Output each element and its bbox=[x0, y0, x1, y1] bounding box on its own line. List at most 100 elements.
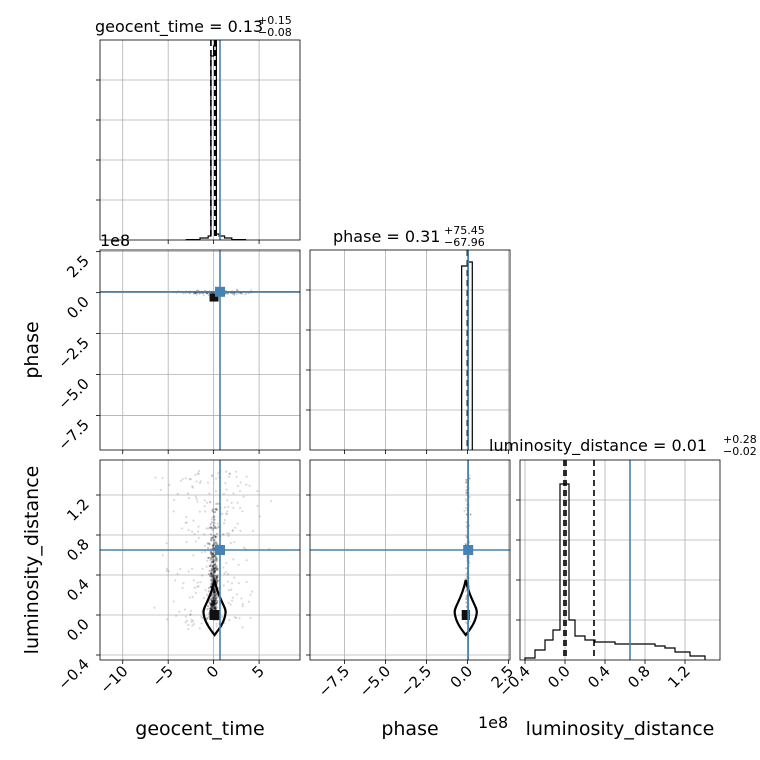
scatter-point bbox=[209, 575, 212, 578]
scatter-point bbox=[465, 577, 468, 580]
scatter-point bbox=[213, 542, 216, 545]
scatter-point bbox=[211, 509, 214, 512]
scatter-point bbox=[226, 292, 229, 295]
scatter-point bbox=[217, 579, 220, 582]
scatter-point bbox=[210, 608, 213, 611]
scatter-point bbox=[215, 567, 218, 570]
scatter-point bbox=[176, 572, 179, 575]
scatter-point bbox=[465, 556, 468, 559]
scatter-point bbox=[212, 574, 215, 577]
scatter-point bbox=[215, 601, 219, 604]
scatter-point bbox=[173, 579, 177, 582]
scatter-point bbox=[186, 492, 190, 495]
scatter-point bbox=[237, 563, 240, 566]
scatter-point bbox=[215, 601, 218, 604]
scatter-point bbox=[214, 555, 217, 558]
panel-frame bbox=[309, 459, 511, 661]
scatter-point bbox=[190, 618, 193, 621]
scatter-point bbox=[208, 600, 211, 604]
scatter-point bbox=[215, 580, 218, 583]
scatter-point bbox=[228, 472, 231, 475]
scatter-point bbox=[207, 294, 210, 297]
scatter-point bbox=[230, 599, 234, 602]
scatter-point bbox=[230, 501, 233, 504]
scatter-point bbox=[214, 594, 217, 597]
scatter-point bbox=[211, 605, 214, 608]
scatter-point bbox=[211, 516, 214, 519]
scatter-point bbox=[469, 513, 472, 516]
scatter-point bbox=[194, 473, 197, 477]
scatter-point bbox=[208, 607, 211, 610]
scatter-point bbox=[239, 506, 242, 510]
scatter-point bbox=[210, 602, 213, 606]
xlabel-phase: phase bbox=[381, 718, 438, 740]
scatter-point bbox=[214, 575, 217, 578]
scatter-point bbox=[215, 566, 218, 569]
scatter-point bbox=[172, 600, 175, 603]
y-tick-label-phase: −5.0 bbox=[54, 375, 92, 413]
scatter-point bbox=[212, 567, 215, 571]
title-geocent-time-sup: +0.15 bbox=[258, 14, 292, 27]
scatter-point bbox=[228, 619, 231, 622]
scatter-point bbox=[213, 600, 216, 604]
scatter-point bbox=[214, 602, 217, 605]
scatter-point bbox=[212, 601, 216, 604]
scatter-point bbox=[226, 499, 229, 502]
scatter-point bbox=[464, 481, 467, 484]
scatter-point bbox=[211, 597, 214, 600]
scatter-point bbox=[210, 561, 213, 564]
scatter-point bbox=[242, 546, 246, 549]
scatter-point bbox=[210, 527, 213, 530]
scatter-point bbox=[216, 543, 219, 546]
scatter-point bbox=[213, 588, 216, 592]
scatter-point bbox=[212, 567, 215, 570]
scatter-point bbox=[211, 557, 214, 560]
x-tick-label-phase: −2.5 bbox=[397, 662, 435, 700]
scatter-point bbox=[208, 526, 212, 529]
scatter-point bbox=[249, 616, 252, 619]
scatter-point bbox=[222, 492, 225, 495]
truth-marker bbox=[463, 545, 474, 555]
scatter-point bbox=[209, 602, 212, 605]
scatter-point bbox=[210, 518, 213, 521]
scatter-point bbox=[161, 476, 164, 480]
scatter-point bbox=[213, 593, 216, 597]
scatter-point bbox=[209, 607, 212, 610]
scatter-point bbox=[213, 541, 216, 544]
scatter-point bbox=[206, 292, 209, 295]
scatter-point bbox=[191, 486, 195, 489]
y-tick-label-phase: −2.5 bbox=[54, 334, 92, 372]
scatter-point bbox=[187, 497, 190, 500]
scatter-point bbox=[212, 577, 215, 580]
scatter-point bbox=[215, 527, 218, 530]
scatter-point bbox=[212, 601, 215, 604]
scatter-point bbox=[189, 609, 193, 613]
scatter-point bbox=[215, 507, 218, 510]
scatter-point bbox=[179, 567, 182, 571]
scatter-point bbox=[209, 558, 212, 561]
scatter-point bbox=[209, 585, 212, 588]
scatter-point bbox=[465, 521, 468, 524]
title-luminosity-distance-sup: +0.28 bbox=[723, 433, 757, 446]
scatter-point bbox=[197, 472, 200, 475]
scatter-point bbox=[209, 597, 213, 601]
scatter-point bbox=[212, 599, 215, 602]
scatter-point bbox=[236, 501, 239, 504]
scatter-point bbox=[204, 510, 207, 513]
scatter-point bbox=[214, 477, 218, 480]
scatter-point bbox=[231, 292, 234, 295]
scatter-point bbox=[468, 474, 471, 477]
scatter-point bbox=[213, 563, 216, 566]
scatter-point bbox=[212, 599, 216, 602]
scatter-point bbox=[212, 602, 215, 605]
scatter-point bbox=[210, 600, 214, 603]
scatter-point bbox=[215, 592, 218, 595]
scatter-point bbox=[210, 572, 213, 575]
scatter-point bbox=[214, 555, 217, 558]
scatter-point bbox=[209, 501, 212, 504]
scatter-point bbox=[212, 539, 216, 542]
scatter-point bbox=[213, 589, 216, 593]
scatter-point bbox=[210, 539, 213, 542]
scatter-point bbox=[465, 534, 468, 537]
scatter-point bbox=[210, 573, 213, 576]
